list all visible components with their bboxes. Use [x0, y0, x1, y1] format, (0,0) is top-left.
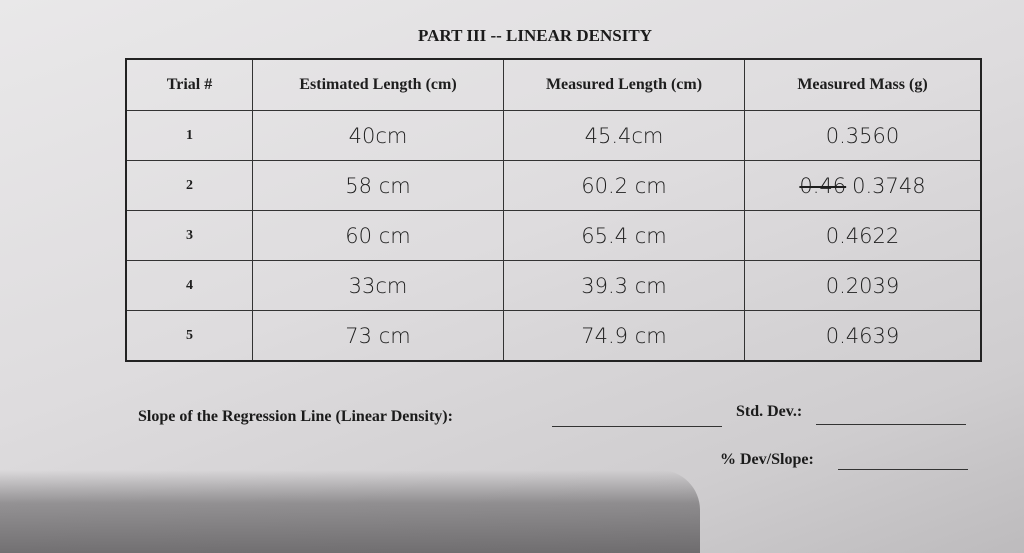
header-cell: Measured Mass (g) [744, 58, 982, 111]
table-row: 1 40cm 45.4cm 0.3560 [125, 110, 982, 161]
table-cell: 0.4639 [744, 310, 982, 362]
table-row: 3 60 cm 65.4 cm 0.4622 [125, 210, 982, 261]
header-cell: Estimated Length (cm) [252, 58, 504, 111]
table-cell: 0.3560 [744, 110, 982, 161]
table-cell: 33cm [252, 260, 504, 311]
table-cell: 2 [125, 160, 253, 211]
table-cell: 60 cm [252, 210, 504, 261]
table-cell: 65.4 cm [503, 210, 745, 261]
table-cell: 40cm [252, 110, 504, 161]
struck-text: 0.46 [799, 173, 847, 198]
header-row: Trial # Estimated Length (cm) Measured Len… [125, 58, 982, 111]
table-row: 2 58 cm 60.2 cm 0.46 0.3748 [125, 160, 982, 211]
table-cell: 0.2039 [744, 260, 982, 311]
table-cell: 3 [125, 210, 253, 261]
table-cell: 73 cm [252, 310, 504, 362]
std-dev-blank [816, 424, 966, 425]
table-cell: 0.4622 [744, 210, 982, 261]
std-dev-label: Std. Dev.: [736, 403, 803, 420]
table-cell: 45.4cm [503, 110, 745, 161]
dev-slope-label: % Dev/Slope: [720, 451, 814, 468]
cell-text: 0.3748 [852, 173, 926, 198]
dev-slope-blank [838, 469, 968, 470]
shadow [0, 470, 700, 553]
header-cell: Trial # [125, 58, 253, 111]
table-cell: 5 [125, 310, 253, 362]
table-cell: 74.9 cm [503, 310, 745, 362]
table-cell: 4 [125, 260, 253, 311]
table-cell: 1 [125, 110, 253, 161]
header-cell: Measured Length (cm) [503, 58, 745, 111]
table-cell: 58 cm [252, 160, 504, 211]
table-row: 4 33cm 39.3 cm 0.2039 [125, 260, 982, 311]
table-cell: 60.2 cm [503, 160, 745, 211]
slope-blank [552, 426, 722, 427]
table-cell: 0.46 0.3748 [744, 160, 982, 211]
data-table: Trial # Estimated Length (cm) Measured Len… [125, 58, 982, 362]
table-body: 1 40cm 45.4cm 0.3560 2 58 cm 60.2 cm 0.46 0.3748… [125, 110, 982, 362]
table-cell: 39.3 cm [503, 260, 745, 311]
title: PART III -- LINEAR DENSITY [418, 26, 652, 45]
table-row: 5 73 cm 74.9 cm 0.4639 [125, 310, 982, 362]
slope-label: Slope of the Regression Line (Linear Den… [138, 408, 453, 425]
